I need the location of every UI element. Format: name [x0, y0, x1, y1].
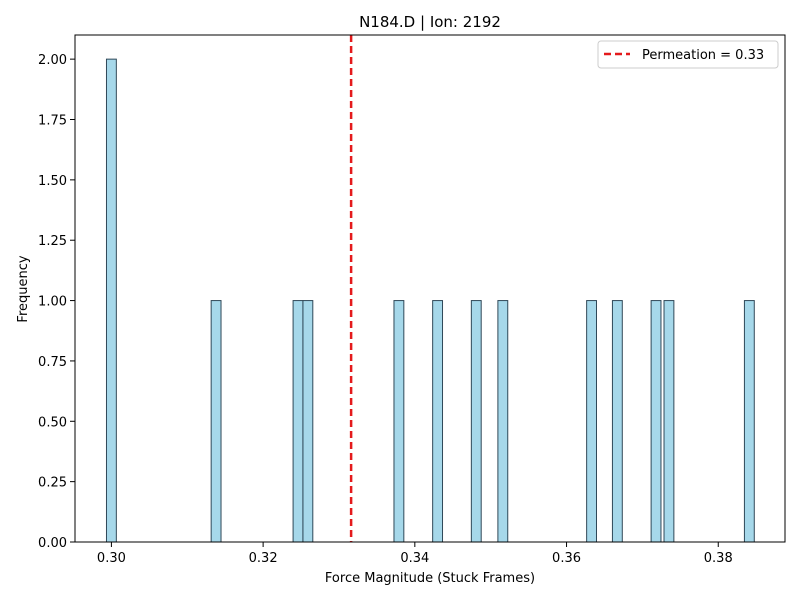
x-tick-label: 0.30	[97, 551, 126, 566]
y-tick-label: 0.75	[38, 355, 67, 370]
histogram-bar	[611, 300, 623, 543]
legend-label: Permeation = 0.33	[642, 48, 764, 63]
histogram-bar	[470, 300, 482, 543]
y-tick-label: 0.00	[38, 536, 67, 551]
histogram-bar	[292, 300, 304, 543]
histogram-bar	[650, 300, 662, 543]
histogram-bar	[432, 300, 444, 543]
legend: Permeation = 0.33	[597, 40, 779, 69]
y-tick-label: 1.25	[38, 234, 67, 249]
axes-frame	[74, 34, 786, 543]
x-tick-label: 0.34	[400, 551, 429, 566]
x-tick-label: 0.36	[552, 551, 581, 566]
y-tick-label: 2.00	[38, 53, 67, 68]
y-tick-label: 1.75	[38, 114, 67, 129]
y-axis-label: Frequency	[16, 255, 31, 322]
histogram-bar	[497, 300, 509, 543]
histogram-bar	[586, 300, 598, 543]
y-tick-label: 1.50	[38, 174, 67, 189]
x-tick-label: 0.32	[249, 551, 278, 566]
y-tick-label: 0.50	[38, 415, 67, 430]
histogram-bar	[302, 300, 314, 543]
histogram-bar	[743, 300, 755, 543]
chart-title: N184.D | Ion: 2192	[359, 13, 501, 31]
histogram-bar	[210, 300, 222, 543]
x-axis-label: Force Magnitude (Stuck Frames)	[325, 571, 535, 586]
histogram-bar	[105, 58, 117, 543]
y-tick-label: 0.25	[38, 476, 67, 491]
histogram-bar	[663, 300, 675, 543]
y-tick-label: 1.00	[38, 295, 67, 310]
legend-box	[597, 40, 779, 69]
histogram-bar	[393, 300, 405, 543]
x-tick-label: 0.38	[704, 551, 733, 566]
plot-area: 0.30 0.32 0.34 0.36 0.38 0.00 0.25 0.50 0.75 1.00…	[38, 34, 786, 566]
